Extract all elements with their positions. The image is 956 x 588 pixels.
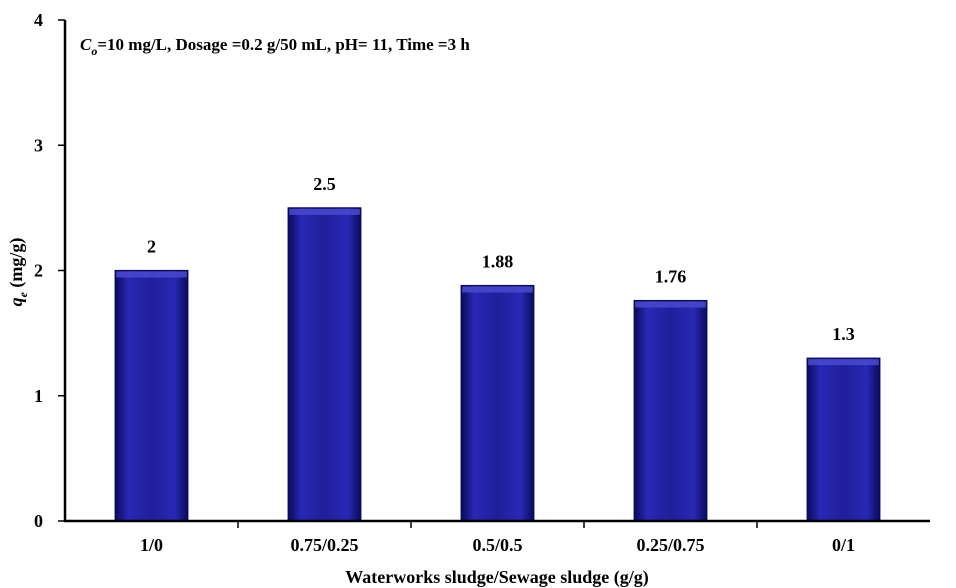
chart-annotation: Co=10 mg/L, Dosage =0.2 g/50 mL, pH= 11,…: [80, 35, 470, 58]
bar-4: [633, 299, 708, 522]
x-axis-title: Waterworks sludge/Sewage sludge (g/g): [345, 567, 649, 588]
y-tick-label-5: 4: [34, 10, 43, 30]
bar-3: [460, 284, 535, 522]
bar-body: [460, 284, 535, 522]
annotation-symbol: C: [80, 35, 92, 54]
bar-body: [633, 299, 708, 522]
y-tick-label-2: 1: [34, 386, 43, 406]
bar-1: [114, 269, 189, 522]
y-tick-label-3: 2: [34, 261, 43, 281]
bar-bevel: [635, 301, 706, 308]
data-label-5: 1.3: [832, 324, 855, 344]
x-tick-label-3: 0.5/0.5: [472, 535, 522, 555]
y-tick-label-1: 0: [34, 511, 43, 531]
x-tick-label-5: 0/1: [832, 535, 855, 555]
y-ticks-group: 0 1 2 3 4: [34, 10, 65, 531]
bar-body: [114, 269, 189, 522]
bar-body: [287, 207, 362, 522]
bar-5: [806, 357, 881, 522]
y-axis-unit: (mg/g): [6, 238, 27, 292]
bar-bevel: [116, 271, 187, 278]
annotation-text: =10 mg/L, Dosage =0.2 g/50 mL, pH= 11, T…: [97, 35, 470, 54]
bars-group: [114, 207, 881, 522]
y-axis-subscript: e: [16, 291, 30, 297]
y-axis-title: qe (mg/g): [6, 238, 30, 307]
data-label-3: 1.88: [482, 252, 514, 272]
annotation-subscript: o: [91, 44, 97, 58]
bar-bevel: [462, 286, 533, 293]
x-tick-label-2: 0.75/0.25: [290, 535, 358, 555]
y-tick-label-4: 3: [34, 135, 43, 155]
data-label-1: 2: [147, 237, 156, 257]
x-tick-label-4: 0.25/0.75: [636, 535, 704, 555]
x-ticks-group: 1/0 0.75/0.25 0.5/0.5 0.25/0.75 0/1: [140, 521, 855, 555]
data-label-4: 1.76: [655, 267, 687, 287]
bar-bevel: [808, 359, 879, 366]
bar-bevel: [289, 208, 360, 215]
data-label-2: 2.5: [313, 174, 336, 194]
bar-body: [806, 357, 881, 522]
bar-2: [287, 207, 362, 522]
data-labels-group: 2 2.5 1.88 1.76 1.3: [147, 174, 855, 344]
x-tick-label-1: 1/0: [140, 535, 163, 555]
y-axis-symbol: q: [6, 297, 26, 306]
